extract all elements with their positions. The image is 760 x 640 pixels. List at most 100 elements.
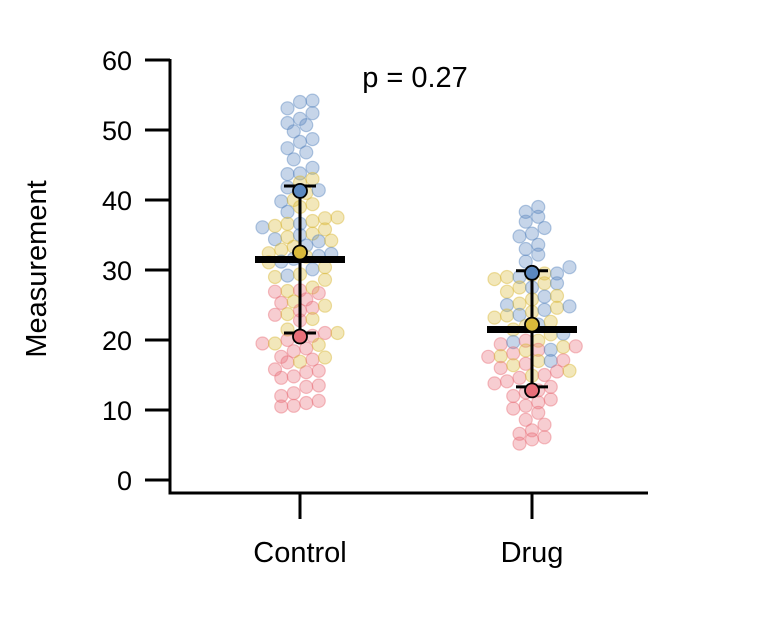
data-point: [499, 269, 515, 285]
data-point: [274, 388, 289, 404]
data-point: [537, 289, 552, 304]
data-point: [299, 117, 314, 133]
data-point: [311, 393, 326, 408]
x-tick-label: Drug: [501, 537, 564, 569]
data-point: [267, 218, 283, 233]
data-point: [274, 295, 289, 310]
data-point: [512, 280, 527, 295]
data-point: [512, 296, 527, 311]
data-point: [305, 300, 320, 315]
data-point: [305, 311, 320, 327]
data-point: [255, 336, 270, 351]
y-tick-label: 40: [102, 186, 132, 216]
data-point: [518, 412, 533, 427]
y-tick-label: 0: [117, 466, 132, 496]
data-point: [493, 337, 508, 352]
y-tick-label: 60: [102, 46, 132, 76]
data-point: [305, 132, 320, 147]
data-point: [543, 342, 558, 357]
data-point: [543, 353, 558, 369]
data-point: [506, 346, 521, 361]
data-point: [292, 94, 308, 110]
data-point: [311, 363, 326, 378]
data-point: [499, 284, 515, 299]
data-point: [305, 106, 320, 121]
data-point: [317, 272, 333, 287]
data-point: [512, 229, 527, 244]
data-point: [305, 280, 320, 295]
data-point: [562, 299, 577, 314]
data-point: [524, 423, 540, 438]
data-point: [305, 262, 320, 277]
data-point: [292, 166, 308, 181]
data-point: [280, 101, 295, 116]
data-point: [286, 369, 301, 384]
data-point: [317, 298, 333, 313]
data-point: [518, 398, 533, 413]
data-point: [280, 307, 295, 322]
data-point: [549, 364, 565, 379]
data-point: [499, 308, 515, 323]
data-point: [524, 226, 540, 241]
data-point: [305, 226, 320, 241]
data-point: [562, 363, 577, 378]
y-tick-label: 10: [102, 396, 132, 426]
data-point: [299, 379, 314, 394]
data-point: [481, 349, 496, 364]
data-point: [305, 160, 320, 175]
data-point: [518, 214, 533, 229]
data-point: [531, 199, 546, 215]
axes: [168, 59, 648, 495]
data-point: [280, 141, 295, 156]
y-axis-title: Measurement: [21, 180, 53, 357]
x-tick-label: Control: [253, 537, 347, 569]
data-point: [274, 370, 289, 385]
data-point: [493, 360, 508, 376]
y-tick-label: 30: [102, 256, 132, 286]
replicate-mean-point: [524, 264, 540, 281]
data-point: [531, 405, 546, 420]
replicate-mean-point: [292, 182, 308, 199]
y-tick-label: 20: [102, 326, 132, 356]
y-tick-label: 50: [102, 116, 132, 146]
data-point: [274, 399, 289, 414]
data-point: [531, 237, 546, 252]
data-point: [255, 220, 270, 235]
data-point: [556, 353, 571, 368]
data-point: [311, 286, 326, 301]
data-point: [274, 242, 289, 257]
data-point: [512, 426, 527, 441]
data-point: [292, 354, 308, 369]
data-point: [531, 209, 546, 224]
data-point: [311, 337, 326, 352]
data-point: [305, 352, 320, 367]
data-point: [537, 220, 552, 236]
data-point: [330, 210, 345, 225]
data-point: [317, 350, 333, 365]
data-point: [493, 349, 508, 364]
data-point: [499, 297, 515, 313]
p-value-annotation: p = 0.27: [362, 62, 468, 94]
data-point: [518, 356, 533, 371]
data-point: [311, 378, 326, 393]
replicate-mean-point: [524, 316, 540, 333]
data-point: [518, 204, 533, 219]
data-point: [518, 241, 533, 257]
data-point: [487, 310, 502, 325]
data-point: [286, 386, 301, 401]
data-point: [267, 336, 283, 351]
data-point: [549, 288, 565, 303]
data-point: [487, 272, 502, 287]
data-point: [267, 307, 283, 322]
data-point: [512, 307, 527, 322]
data-point: [537, 276, 552, 291]
replicate-mean-point: [292, 244, 308, 261]
data-point: [286, 398, 301, 413]
data-point: [531, 247, 546, 262]
y-ticks: 0 10 20 30 40 50 60: [102, 46, 170, 496]
data-point: [280, 355, 295, 370]
data-point: [549, 266, 565, 281]
data-point: [267, 362, 283, 377]
data-point: [267, 232, 283, 247]
data-point: [274, 194, 289, 209]
